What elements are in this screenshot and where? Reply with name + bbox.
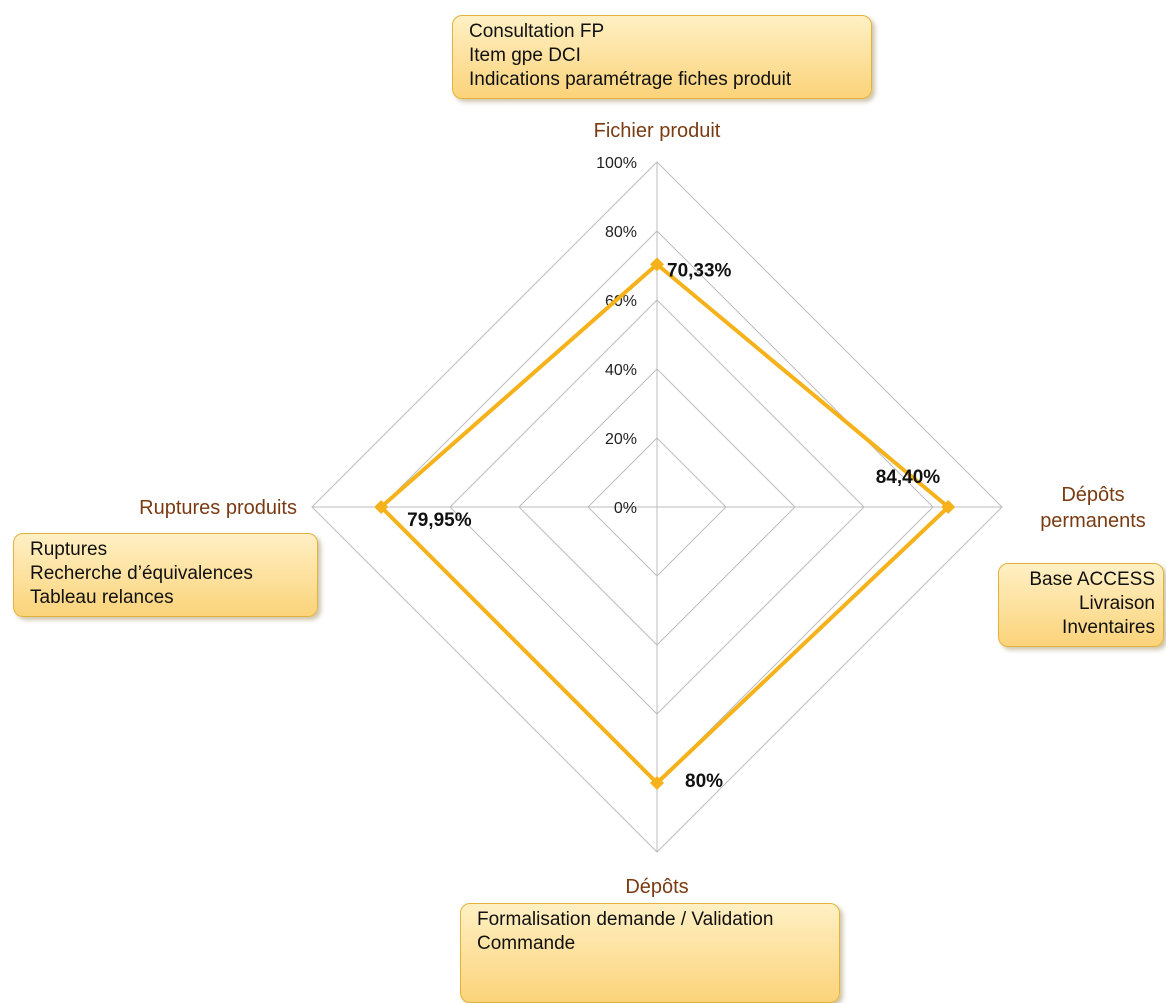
callout-fichier-produit: Consultation FP Item gpe DCI Indications… — [452, 15, 872, 99]
axis-label-line: Fichier produit — [594, 120, 721, 142]
data-point-marker — [650, 257, 664, 272]
callout-line: Base ACCESS — [1029, 569, 1155, 590]
axis-label-line: Dépôts — [625, 876, 688, 898]
radar-tick-labels: 0%20%40%60%80%100% — [596, 155, 637, 517]
axis-label: Fichier produit — [594, 120, 721, 142]
data-point-marker — [941, 500, 956, 514]
tick-label: 40% — [605, 362, 637, 379]
axis-label-line: permanents — [1040, 510, 1146, 532]
callout-line: Tableau relances — [30, 587, 174, 608]
axis-label-line: Dépôts — [1061, 484, 1124, 506]
callout-line: Consultation FP — [469, 21, 605, 42]
callout-line: Recherche d’équivalences — [30, 563, 253, 584]
data-point-marker — [650, 776, 664, 790]
callout-line: Inventaires — [1062, 617, 1155, 638]
data-label: 80% — [685, 771, 723, 792]
callout-line: Item gpe DCI — [469, 45, 581, 66]
tick-label: 100% — [596, 155, 637, 172]
radar-axis-labels: Fichier produitDépôtspermanentsDépôtstem… — [139, 120, 1146, 924]
axis-label: Dépôts permanents — [1040, 484, 1146, 532]
callout-depots-temporaires: Formalisation demande / Validation Comma… — [460, 903, 840, 1003]
data-label: 84,40% — [876, 467, 941, 488]
callout-line: Livraison — [1078, 593, 1155, 614]
callout-line: Formalisation demande / Validation — [477, 909, 774, 930]
axis-label: Ruptures produits — [139, 497, 297, 519]
tick-label: 80% — [605, 224, 637, 241]
callout-depots-permanents: Base ACCESS Livraison Inventaires — [998, 563, 1164, 647]
callout-line: Indications paramétrage fiches produit — [469, 69, 792, 90]
axis-label-line: Ruptures produits — [139, 497, 297, 519]
callout-line: Commande — [477, 933, 576, 954]
callout-line: Ruptures — [30, 539, 108, 560]
callout-ruptures-produits: Ruptures Recherche d’équivalences Tablea… — [13, 533, 318, 617]
tick-label: 20% — [605, 431, 637, 448]
radar-series: 70,33% 84,40% 80% 79,95% — [374, 257, 956, 792]
data-label: 70,33% — [667, 260, 732, 281]
tick-label: 0% — [614, 500, 637, 517]
data-point-marker — [374, 500, 389, 514]
data-label: 79,95% — [407, 510, 472, 531]
